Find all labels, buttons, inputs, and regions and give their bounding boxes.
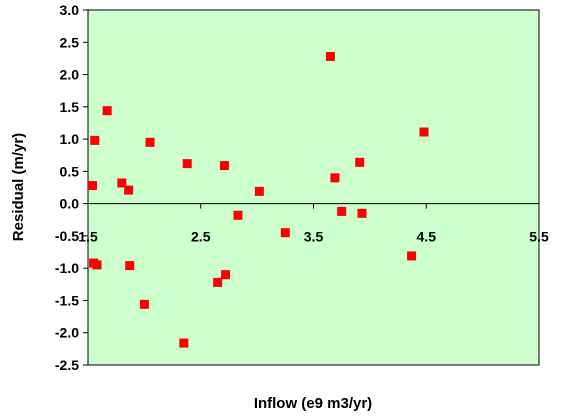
x-axis: 1.5 2.5 3.5 4.5 5.5 bbox=[78, 203, 549, 245]
data-point bbox=[254, 186, 264, 196]
x-tick-label: 1.5 bbox=[78, 229, 98, 245]
data-point bbox=[221, 270, 231, 280]
y-tick-label: 0.0 bbox=[60, 196, 80, 212]
x-tick-label: 5.5 bbox=[529, 229, 549, 245]
y-axis-title: Residual (m/yr) bbox=[10, 133, 27, 241]
data-point bbox=[179, 338, 189, 348]
y-tick-label: 2.5 bbox=[60, 34, 80, 50]
data-point bbox=[280, 228, 290, 238]
data-points bbox=[88, 51, 429, 348]
x-axis-title: Inflow (e9 m3/yr) bbox=[254, 395, 372, 412]
x-tick-label: 2.5 bbox=[191, 229, 211, 245]
y-tick-label: -2.0 bbox=[55, 325, 79, 341]
y-tick-label: -1.0 bbox=[55, 260, 79, 276]
data-point bbox=[419, 127, 429, 137]
data-point bbox=[145, 137, 155, 147]
data-point bbox=[407, 251, 417, 261]
y-tick-label: -2.5 bbox=[55, 357, 79, 373]
data-point bbox=[233, 210, 243, 220]
data-point bbox=[124, 185, 134, 195]
data-point bbox=[213, 277, 223, 287]
data-point bbox=[125, 261, 135, 271]
data-point bbox=[219, 161, 229, 171]
y-tick-label: 2.0 bbox=[60, 67, 80, 83]
data-point bbox=[102, 106, 112, 116]
data-point bbox=[182, 159, 192, 169]
y-tick-label: 0.5 bbox=[60, 163, 80, 179]
x-tick-label: 3.5 bbox=[304, 229, 324, 245]
y-tick-label: -1.5 bbox=[55, 292, 79, 308]
x-tick-label: 4.5 bbox=[417, 229, 437, 245]
y-axis-ticks: 3.0 2.5 2.0 1.5 1.0 0.5 0.0 -0.5 -1.0 -1.5 -2.0 -2.… bbox=[55, 2, 88, 373]
data-point bbox=[337, 206, 347, 216]
data-point bbox=[117, 178, 127, 188]
data-point bbox=[92, 260, 102, 270]
data-point bbox=[355, 157, 365, 167]
y-tick-label: 3.0 bbox=[60, 2, 80, 18]
y-tick-label: 1.0 bbox=[60, 131, 80, 147]
data-point bbox=[330, 173, 340, 183]
data-point bbox=[325, 51, 335, 61]
y-tick-label: 1.5 bbox=[60, 99, 80, 115]
data-point bbox=[88, 181, 98, 191]
data-point bbox=[139, 299, 149, 309]
data-point bbox=[90, 135, 100, 145]
y-tick-label: -0.5 bbox=[55, 228, 79, 244]
plot-area bbox=[87, 9, 540, 366]
data-point bbox=[357, 208, 367, 218]
